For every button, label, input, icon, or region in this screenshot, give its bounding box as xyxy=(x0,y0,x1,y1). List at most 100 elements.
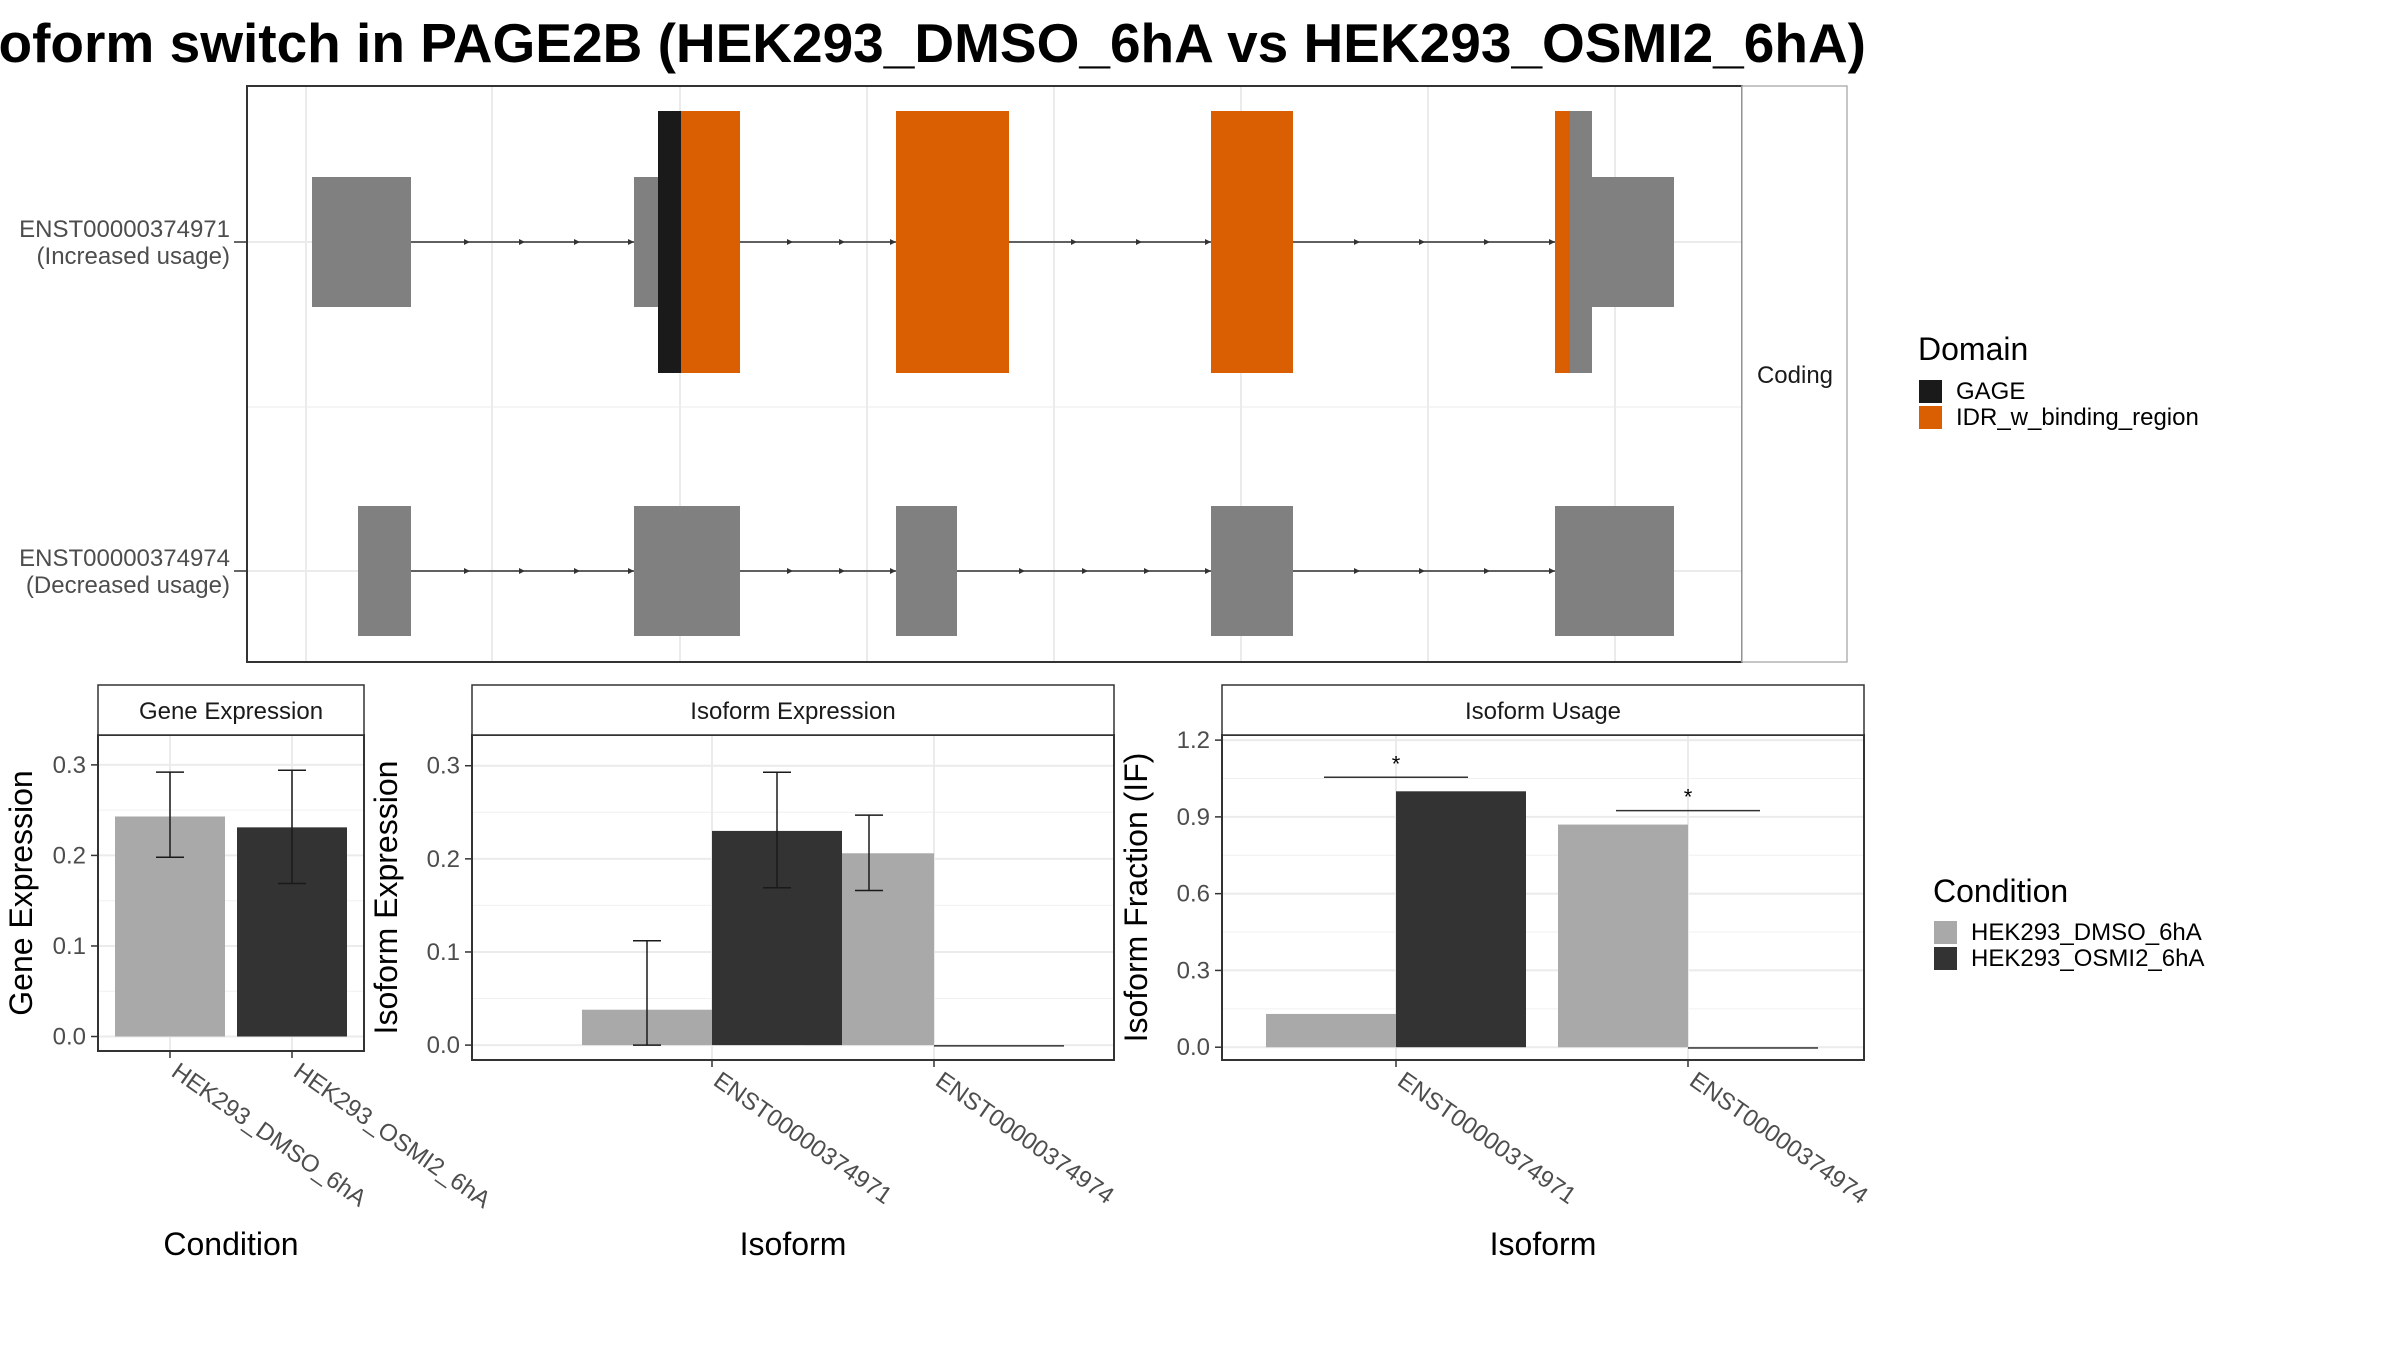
exon-block xyxy=(1211,506,1293,636)
intron-arrowhead xyxy=(1205,239,1211,245)
intron-arrowhead xyxy=(890,239,896,245)
condition-legend-swatch xyxy=(1934,921,1957,944)
intron-arrowhead xyxy=(787,239,793,245)
exon-block xyxy=(634,177,658,307)
panel-3-bar xyxy=(1558,824,1688,1048)
panel-3-xtick-label: ENST00000374971 xyxy=(1393,1067,1581,1210)
intron-arrowhead xyxy=(1419,239,1425,245)
panel-2-errorbar xyxy=(855,814,883,892)
exon-block xyxy=(681,111,740,373)
panel-2-xtick-label: ENST00000374971 xyxy=(709,1067,897,1210)
domain-legend-swatch xyxy=(1919,380,1942,403)
panel-3-bar xyxy=(1266,1013,1396,1048)
panel-1-ytick-label: 0.3 xyxy=(53,752,86,779)
panel-1-strip-label: Gene Expression xyxy=(139,698,323,725)
panel-2-xaxis-title: Isoform xyxy=(740,1226,847,1262)
intron-arrowhead xyxy=(1354,239,1360,245)
panel-1-xtick-label: HEK293_OSMI2_6hA xyxy=(289,1058,496,1214)
intron-arrowhead xyxy=(1136,239,1142,245)
domain-legend-label: GAGE xyxy=(1956,378,2025,405)
panel-1-errorbar xyxy=(278,769,306,885)
panel-1-xtick-label: HEK293_DMSO_6hA xyxy=(167,1058,372,1212)
isoform-usage-label: (Increased usage) xyxy=(37,243,230,270)
intron-arrowhead xyxy=(519,568,525,574)
intron-arrowhead xyxy=(574,568,580,574)
chart-title: Isoform switch in PAGE2B (HEK293_DMSO_6h… xyxy=(0,12,1866,78)
intron-arrowhead xyxy=(1549,239,1555,245)
exon-block xyxy=(358,506,411,636)
panel-2-yaxis-title: Isoform Expression xyxy=(368,761,404,1035)
panel-3-xaxis-title: Isoform xyxy=(1490,1226,1597,1262)
panel-1-strip xyxy=(97,684,365,736)
intron-arrowhead xyxy=(1419,568,1425,574)
panel-3-strip-label: Isoform Usage xyxy=(1465,698,1621,725)
domain-legend-title: Domain xyxy=(1918,331,2028,367)
panel-2-ytick-label: 0.2 xyxy=(427,846,460,873)
intron-arrowhead xyxy=(628,239,634,245)
panel-2-ytick-label: 0.3 xyxy=(427,753,460,780)
exon-block xyxy=(634,506,740,636)
panel-3-bg xyxy=(1222,735,1864,1060)
panel-1-yaxis-title: Gene Expression xyxy=(3,770,39,1015)
panel-1-ytick-label: 0.0 xyxy=(53,1024,86,1051)
panel-2-errorbar xyxy=(633,940,661,1046)
intron-arrowhead xyxy=(890,568,896,574)
panel-3-xtick-label: ENST00000374974 xyxy=(1685,1067,1873,1210)
intron-arrowhead xyxy=(464,239,470,245)
panel-2-errorbar xyxy=(763,771,791,889)
intron-arrowhead xyxy=(519,239,525,245)
intron-arrowhead xyxy=(839,239,845,245)
exon-block xyxy=(1555,506,1674,636)
isoform-label: ENST00000374971 xyxy=(19,216,230,243)
exon-block xyxy=(1592,177,1674,307)
panel-3-ytick-label: 0.3 xyxy=(1177,957,1210,984)
condition-legend-swatch xyxy=(1934,947,1957,970)
panel-1-errorbar xyxy=(156,771,184,858)
significance-star: * xyxy=(1392,751,1401,776)
panel-1-xaxis-title: Condition xyxy=(163,1226,298,1262)
panel-2-bar xyxy=(934,1045,1064,1047)
isoform-label: ENST00000374974 xyxy=(19,545,230,572)
panel-2-strip-label: Isoform Expression xyxy=(690,698,895,725)
exon-block xyxy=(896,111,1009,373)
panel-2-ytick-label: 0.0 xyxy=(427,1032,460,1059)
intron-arrowhead xyxy=(1549,568,1555,574)
panel-1-ytick-label: 0.2 xyxy=(53,842,86,869)
intron-arrowhead xyxy=(628,568,634,574)
intron-arrowhead xyxy=(574,239,580,245)
panel-1-ytick-label: 0.1 xyxy=(53,933,86,960)
panel-2-strip xyxy=(471,684,1115,736)
intron-arrowhead xyxy=(787,568,793,574)
exon-block xyxy=(1211,111,1293,373)
condition-legend-label: HEK293_OSMI2_6hA xyxy=(1971,945,2204,972)
condition-legend-title: Condition xyxy=(1933,873,2068,909)
exon-block xyxy=(658,111,681,373)
intron-arrowhead xyxy=(464,568,470,574)
domain-legend-swatch xyxy=(1919,406,1942,429)
exon-block xyxy=(896,506,957,636)
condition-legend-label: HEK293_DMSO_6hA xyxy=(1971,919,2202,946)
chart-title-text: Isoform switch in PAGE2B (HEK293_DMSO_6h… xyxy=(0,12,1866,74)
intron-arrowhead xyxy=(1082,568,1088,574)
intron-arrowhead xyxy=(1205,568,1211,574)
structure-strip xyxy=(1741,85,1848,663)
domain-legend-label: IDR_w_binding_region xyxy=(1956,404,2199,431)
intron-arrowhead xyxy=(1144,568,1150,574)
isoform-usage-label: (Decreased usage) xyxy=(26,572,230,599)
panel-3-ytick-label: 0.6 xyxy=(1177,881,1210,908)
panel-3-ytick-label: 1.2 xyxy=(1177,727,1210,754)
exon-block xyxy=(1570,111,1592,373)
intron-arrowhead xyxy=(1484,239,1490,245)
exon-block xyxy=(312,177,411,307)
exon-block xyxy=(1555,111,1570,373)
intron-arrowhead xyxy=(839,568,845,574)
panel-3-bar xyxy=(1396,791,1526,1048)
panel-3-ytick-label: 0.0 xyxy=(1177,1034,1210,1061)
panel-2-ytick-label: 0.1 xyxy=(427,939,460,966)
intron-arrowhead xyxy=(1071,239,1077,245)
strip-label-coding: Coding xyxy=(1757,362,1833,389)
intron-arrowhead xyxy=(1019,568,1025,574)
panel-2-xtick-label: ENST00000374974 xyxy=(931,1067,1119,1210)
significance-star: * xyxy=(1684,785,1693,810)
panel-3-bar xyxy=(1688,1047,1818,1049)
